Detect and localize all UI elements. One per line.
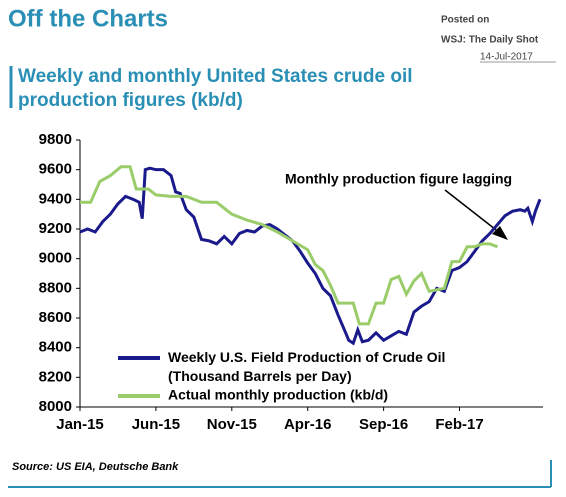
title: production figures (kb/d) [18, 90, 243, 111]
legend-label: Weekly U.S. Field Production of Crude Oi… [168, 349, 445, 384]
y-tick-label: 8200 [39, 368, 72, 385]
posted: Posted on [441, 15, 489, 26]
x-tick-label: Apr-16 [284, 416, 332, 433]
title: Weekly and monthly United States crude o… [18, 66, 413, 87]
y-tick-label: 9000 [39, 250, 72, 267]
annotation: Monthly production figure lagging [285, 171, 512, 187]
x-tick-label: Jun-15 [132, 416, 180, 433]
y-tick-label: 8600 [39, 309, 72, 326]
posted: WSJ: The Daily Shot [441, 35, 539, 46]
series-line [80, 165, 499, 326]
arrow-head [492, 226, 508, 240]
y-tick-label: 9800 [39, 131, 72, 148]
header: Off the Charts [8, 5, 168, 32]
x-tick-label: Feb-17 [435, 416, 483, 433]
y-tick-label: 8400 [39, 339, 72, 356]
legend-label: Actual monthly production (kb/d) [168, 387, 388, 403]
x-tick-label: Jan-15 [56, 416, 104, 433]
y-tick-label: 8800 [39, 279, 72, 296]
posted: 14-Jul-2017 [480, 52, 533, 63]
arrow [444, 189, 501, 234]
x-tick-label: Nov-15 [207, 416, 257, 433]
y-tick-label: 9200 [39, 220, 72, 237]
x-tick-label: Sep-16 [359, 416, 408, 433]
y-tick-label: 9400 [39, 190, 72, 207]
y-tick-label: 9600 [39, 161, 72, 178]
source: Source: US EIA, Deutsche Bank [12, 461, 179, 473]
y-tick-label: 8000 [39, 398, 72, 415]
series-line [79, 166, 542, 346]
